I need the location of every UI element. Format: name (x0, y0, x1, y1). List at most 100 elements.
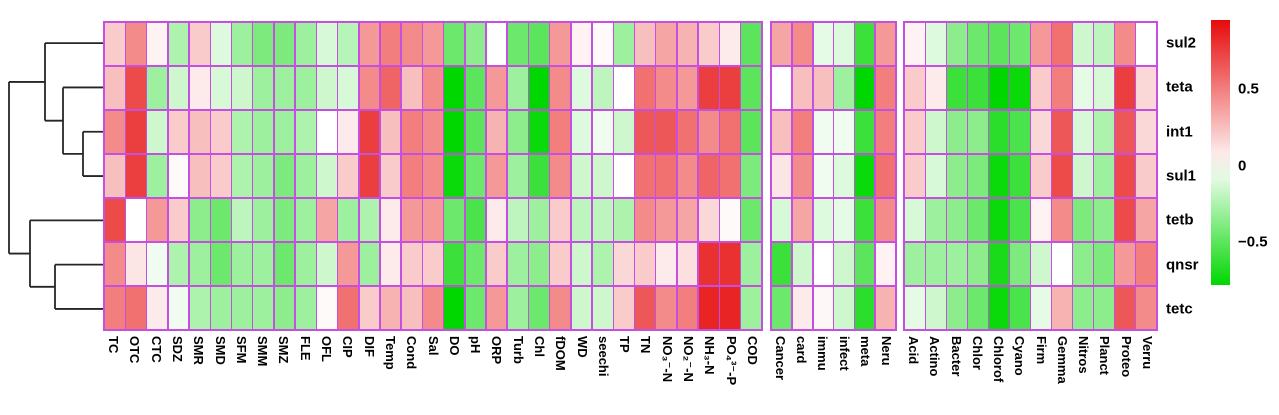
heatmap-cell (274, 110, 295, 154)
heatmap-cell (834, 286, 854, 330)
heatmap-cell (295, 110, 316, 154)
heatmap-cell (1115, 242, 1135, 286)
column-label: meta (857, 336, 873, 367)
heatmap-cell (792, 286, 812, 330)
heatmap-cell (741, 242, 761, 286)
heatmap-cell (571, 66, 592, 110)
heatmap-cell (232, 154, 252, 198)
heatmap-cell (253, 110, 274, 154)
heatmap-cell (614, 154, 634, 198)
heatmap-cell (168, 286, 189, 330)
heatmap-cell (1115, 23, 1135, 66)
heatmap-cell (253, 242, 274, 286)
heatmap-cell (677, 198, 698, 242)
heatmap-cell (592, 110, 613, 154)
heatmap-cell (126, 110, 146, 154)
heatmap-cell (571, 23, 592, 66)
column-label: SMR (191, 336, 207, 365)
heatmap-cell (813, 242, 833, 286)
heatmap-cell (401, 286, 422, 330)
heatmap-cell (550, 110, 571, 154)
heatmap-cell (423, 242, 443, 286)
heatmap-cell (317, 242, 337, 286)
column-label: seechi (595, 336, 611, 377)
heatmap-cell (401, 23, 422, 66)
heatmap-cell (211, 198, 231, 242)
heatmap-cell (571, 154, 592, 198)
column-label: NH₃-N (702, 336, 718, 375)
heatmap-cell (126, 66, 146, 110)
heatmap-cell (677, 154, 698, 198)
heatmap-cell (507, 198, 528, 242)
heatmap-cell (741, 198, 761, 242)
heatmap-cell (813, 154, 833, 198)
heatmap-cell (444, 198, 465, 242)
row-label: teta (1166, 78, 1193, 96)
heatmap-cell (550, 198, 571, 242)
heatmap-cell (253, 154, 274, 198)
heatmap-cell (189, 154, 210, 198)
heatmap-cell (989, 198, 1009, 242)
row-label: int1 (1166, 123, 1193, 141)
heatmap-cell (380, 242, 401, 286)
heatmap-cell (947, 154, 967, 198)
heatmap-cell (1073, 110, 1093, 154)
heatmap-cell (1010, 66, 1030, 110)
heatmap-cell (813, 66, 833, 110)
heatmap-cell (792, 154, 812, 198)
heatmap-cell (698, 286, 719, 330)
heatmap-cell (401, 242, 422, 286)
column-label: CIP (340, 336, 356, 358)
heatmap-block-phyla (903, 21, 1158, 332)
heatmap-cell (359, 66, 380, 110)
column-label: Actino (927, 336, 943, 377)
heatmap-cell (1010, 110, 1030, 154)
heatmap-cell (1073, 286, 1093, 330)
heatmap-cell (1094, 23, 1114, 66)
heatmap-cell (1115, 110, 1135, 154)
heatmap-cell (875, 110, 895, 154)
heatmap-cell (698, 110, 719, 154)
heatmap-cell (338, 66, 359, 110)
column-label: Firm (1033, 336, 1049, 365)
heatmap-cell (698, 242, 719, 286)
heatmap-cell (614, 286, 634, 330)
column-label: fDOM (553, 336, 569, 371)
heatmap-cell (720, 110, 740, 154)
heatmap-block-environment-antibiotics (103, 21, 763, 332)
heatmap-cell (1073, 198, 1093, 242)
heatmap-cell (189, 286, 210, 330)
heatmap-cell (1115, 286, 1135, 330)
heatmap-cell (529, 154, 549, 198)
heatmap-cell (317, 198, 337, 242)
heatmap-cell (635, 198, 655, 242)
heatmap-cell (232, 66, 252, 110)
column-label: DO (446, 336, 462, 356)
heatmap-cell (1136, 23, 1156, 66)
heatmap-cell (147, 154, 168, 198)
heatmap-cell (926, 66, 946, 110)
heatmap-cell (274, 286, 295, 330)
heatmap-cell (1031, 110, 1051, 154)
heatmap-cell (614, 23, 634, 66)
heatmap-cell (507, 23, 528, 66)
heatmap-cell (380, 154, 401, 198)
heatmap-cell (855, 110, 875, 154)
heatmap-cell (380, 286, 401, 330)
heatmap-cell (1052, 23, 1072, 66)
heatmap-cell (126, 23, 146, 66)
heatmap-cell (947, 242, 967, 286)
heatmap-cell (444, 286, 465, 330)
heatmap-cell (401, 66, 422, 110)
heatmap-cell (772, 110, 792, 154)
heatmap-cell (834, 242, 854, 286)
heatmap-cell (875, 23, 895, 66)
column-label: Verru (1139, 336, 1155, 370)
heatmap-cell (529, 286, 549, 330)
colorbar-tick-label: 0 (1238, 157, 1247, 175)
heatmap-cell (550, 286, 571, 330)
column-label: Chlor (969, 336, 985, 370)
heatmap-cell (1010, 154, 1030, 198)
heatmap-cell (486, 198, 507, 242)
heatmap-cell (211, 66, 231, 110)
